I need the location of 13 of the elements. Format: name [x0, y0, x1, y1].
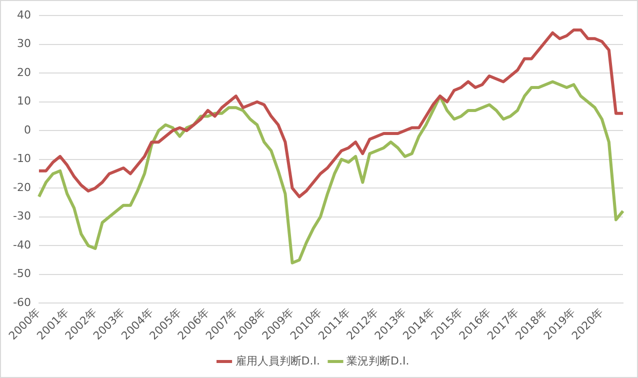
y-tick-label: -40	[13, 238, 31, 252]
legend-label: 雇用人員判断D.I.	[235, 354, 320, 368]
y-tick-label: 10	[16, 94, 31, 108]
y-tick-label: 20	[16, 66, 31, 79]
y-tick-label: -50	[13, 267, 31, 280]
legend-label: 業況判断D.I.	[346, 354, 410, 368]
y-tick-label: -20	[13, 180, 31, 194]
y-tick-label: -30	[13, 210, 31, 223]
y-tick-label: -10	[13, 152, 31, 166]
y-tick-label: -60	[13, 296, 31, 309]
y-tick-label: 0	[24, 123, 31, 136]
y-tick-label: 30	[16, 37, 31, 50]
y-tick-label: 40	[16, 8, 31, 22]
